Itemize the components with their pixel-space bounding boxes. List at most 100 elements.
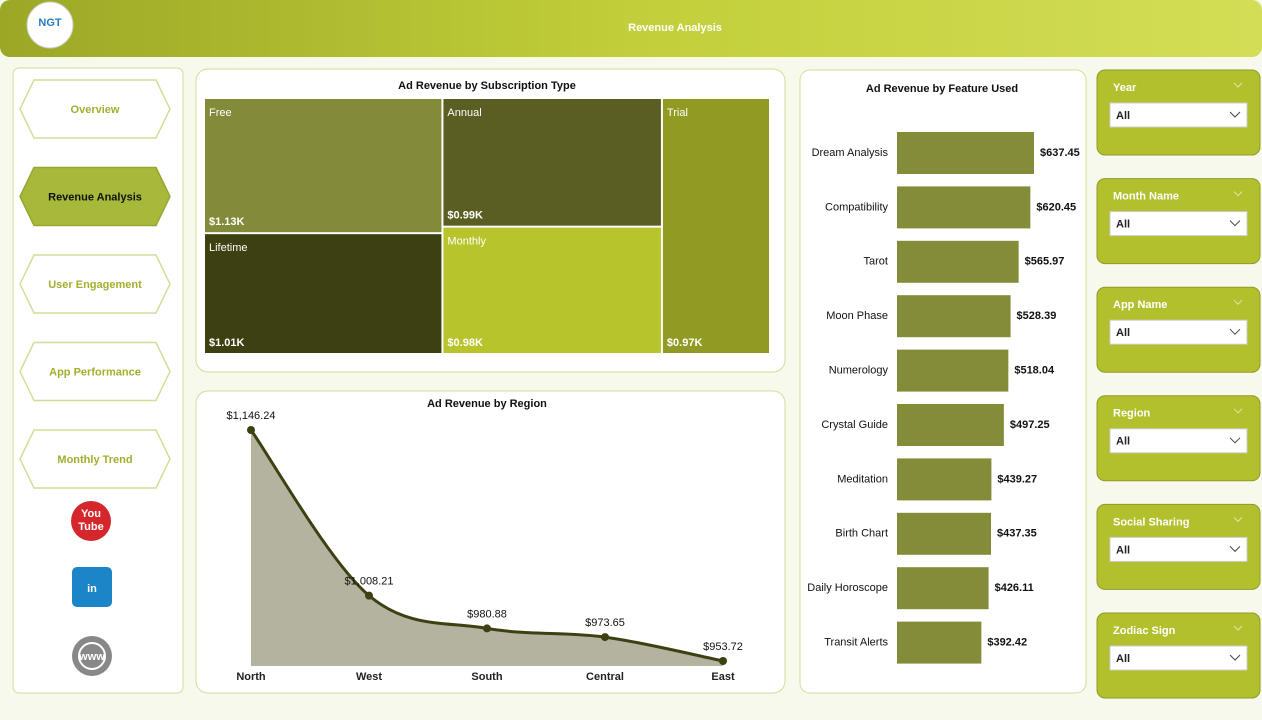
- x-tick-label: South: [471, 671, 502, 683]
- category-label: Meditation: [837, 473, 888, 485]
- nav-label: Overview: [71, 104, 120, 116]
- bar: [897, 512, 991, 555]
- value-label: $1.13K: [209, 216, 245, 228]
- treemap-cell: [205, 234, 442, 353]
- value-label: $1,008.21: [345, 576, 394, 588]
- bar: [897, 349, 1009, 392]
- value-label: $953.72: [703, 641, 743, 653]
- dropdown[interactable]: [1109, 319, 1248, 345]
- chevron: [1229, 654, 1241, 661]
- value-label: $620.45: [1036, 201, 1076, 213]
- value-label: $1,146.24: [227, 410, 276, 422]
- value-label: $0.99K: [447, 210, 483, 222]
- filter-label: App Name: [1113, 299, 1167, 311]
- dropdown[interactable]: [1109, 645, 1248, 671]
- category-label: Daily Horoscope: [807, 582, 888, 594]
- globe: [78, 642, 106, 670]
- icon-text: You: [81, 508, 101, 520]
- linkedin-icon[interactable]: [72, 567, 112, 607]
- web-icon[interactable]: [72, 636, 112, 676]
- filter-label: Month Name: [1113, 191, 1179, 203]
- cell-label: Annual: [447, 107, 481, 119]
- category-label: Crystal Guide: [821, 419, 888, 431]
- point: [601, 633, 609, 642]
- value-label: $973.65: [585, 617, 625, 629]
- x-tick-label: Central: [586, 671, 624, 683]
- treemap-cell: [443, 227, 661, 353]
- category-label: Transit Alerts: [824, 637, 888, 649]
- bar: [897, 404, 1004, 446]
- treemap-cell: [205, 99, 442, 233]
- chart-title: Ad Revenue by Region: [427, 398, 547, 410]
- chevron: [1233, 82, 1243, 88]
- chevron: [1233, 191, 1243, 197]
- x-tick-label: West: [356, 671, 382, 683]
- icon-text: www: [78, 651, 105, 663]
- chevron: [1233, 517, 1243, 523]
- value-label: $980.88: [467, 608, 507, 620]
- bar: [897, 621, 982, 664]
- point: [719, 657, 727, 665]
- category-label: Birth Chart: [835, 528, 888, 540]
- nav-label: Revenue Analysis: [48, 191, 142, 203]
- chevron: [1233, 625, 1243, 631]
- dropdown-value: All: [1116, 110, 1130, 122]
- bar: [897, 186, 1031, 229]
- chevron: [1233, 299, 1243, 305]
- value-label: $392.42: [987, 637, 1027, 649]
- nav-button[interactable]: [19, 79, 171, 139]
- dropdown-value: All: [1116, 436, 1130, 448]
- cell-label: Monthly: [447, 236, 486, 248]
- nav-button[interactable]: [19, 166, 171, 227]
- icon-text: Tube: [78, 521, 103, 533]
- icon-text: in: [87, 583, 97, 595]
- logo-text: NGT: [38, 17, 62, 29]
- dropdown[interactable]: [1109, 536, 1248, 562]
- x-tick-label: North: [236, 671, 266, 683]
- category-label: Moon Phase: [826, 310, 888, 322]
- treemap-cell: [662, 99, 769, 353]
- value-label: $426.11: [995, 582, 1034, 594]
- chevron: [1229, 111, 1241, 118]
- nav-button[interactable]: [19, 429, 171, 489]
- value-label: $637.45: [1040, 147, 1080, 159]
- dropdown-value: All: [1116, 653, 1130, 665]
- bar: [897, 295, 1011, 338]
- cell-label: Lifetime: [209, 242, 248, 254]
- value-label: $565.97: [1025, 256, 1065, 268]
- category-label: Dream Analysis: [812, 147, 889, 159]
- nav-label: Monthly Trend: [57, 454, 132, 466]
- value-label: $0.98K: [447, 337, 483, 349]
- value-label: $497.25: [1010, 419, 1050, 431]
- dropdown[interactable]: [1109, 428, 1248, 454]
- bar: [897, 240, 1019, 283]
- point: [483, 624, 491, 633]
- dropdown[interactable]: [1109, 211, 1248, 237]
- bar: [897, 567, 989, 610]
- youtube-icon[interactable]: [71, 501, 111, 541]
- filter-label: Region: [1113, 408, 1151, 420]
- dropdown[interactable]: [1109, 102, 1248, 128]
- filter-label: Social Sharing: [1113, 516, 1189, 528]
- chevron: [1233, 408, 1243, 414]
- line: [249, 429, 724, 663]
- nav-button[interactable]: [19, 254, 171, 314]
- filter-label: Zodiac Sign: [1113, 625, 1176, 637]
- dropdown-value: All: [1116, 219, 1130, 231]
- dropdown-value: All: [1116, 544, 1130, 556]
- header-bar: [0, 0, 1262, 57]
- value-label: $437.35: [997, 528, 1037, 540]
- chevron: [1229, 437, 1241, 444]
- cell-label: Trial: [667, 107, 688, 119]
- value-label: $0.97K: [667, 337, 703, 349]
- value-label: $439.27: [997, 473, 1037, 485]
- nav-button[interactable]: [19, 341, 171, 402]
- chevron: [1229, 220, 1241, 227]
- point: [365, 591, 373, 600]
- value-label: $528.39: [1017, 310, 1057, 322]
- bar: [897, 132, 1034, 174]
- dropdown-value: All: [1116, 327, 1130, 339]
- point: [247, 426, 255, 434]
- category-label: Compatibility: [825, 201, 888, 213]
